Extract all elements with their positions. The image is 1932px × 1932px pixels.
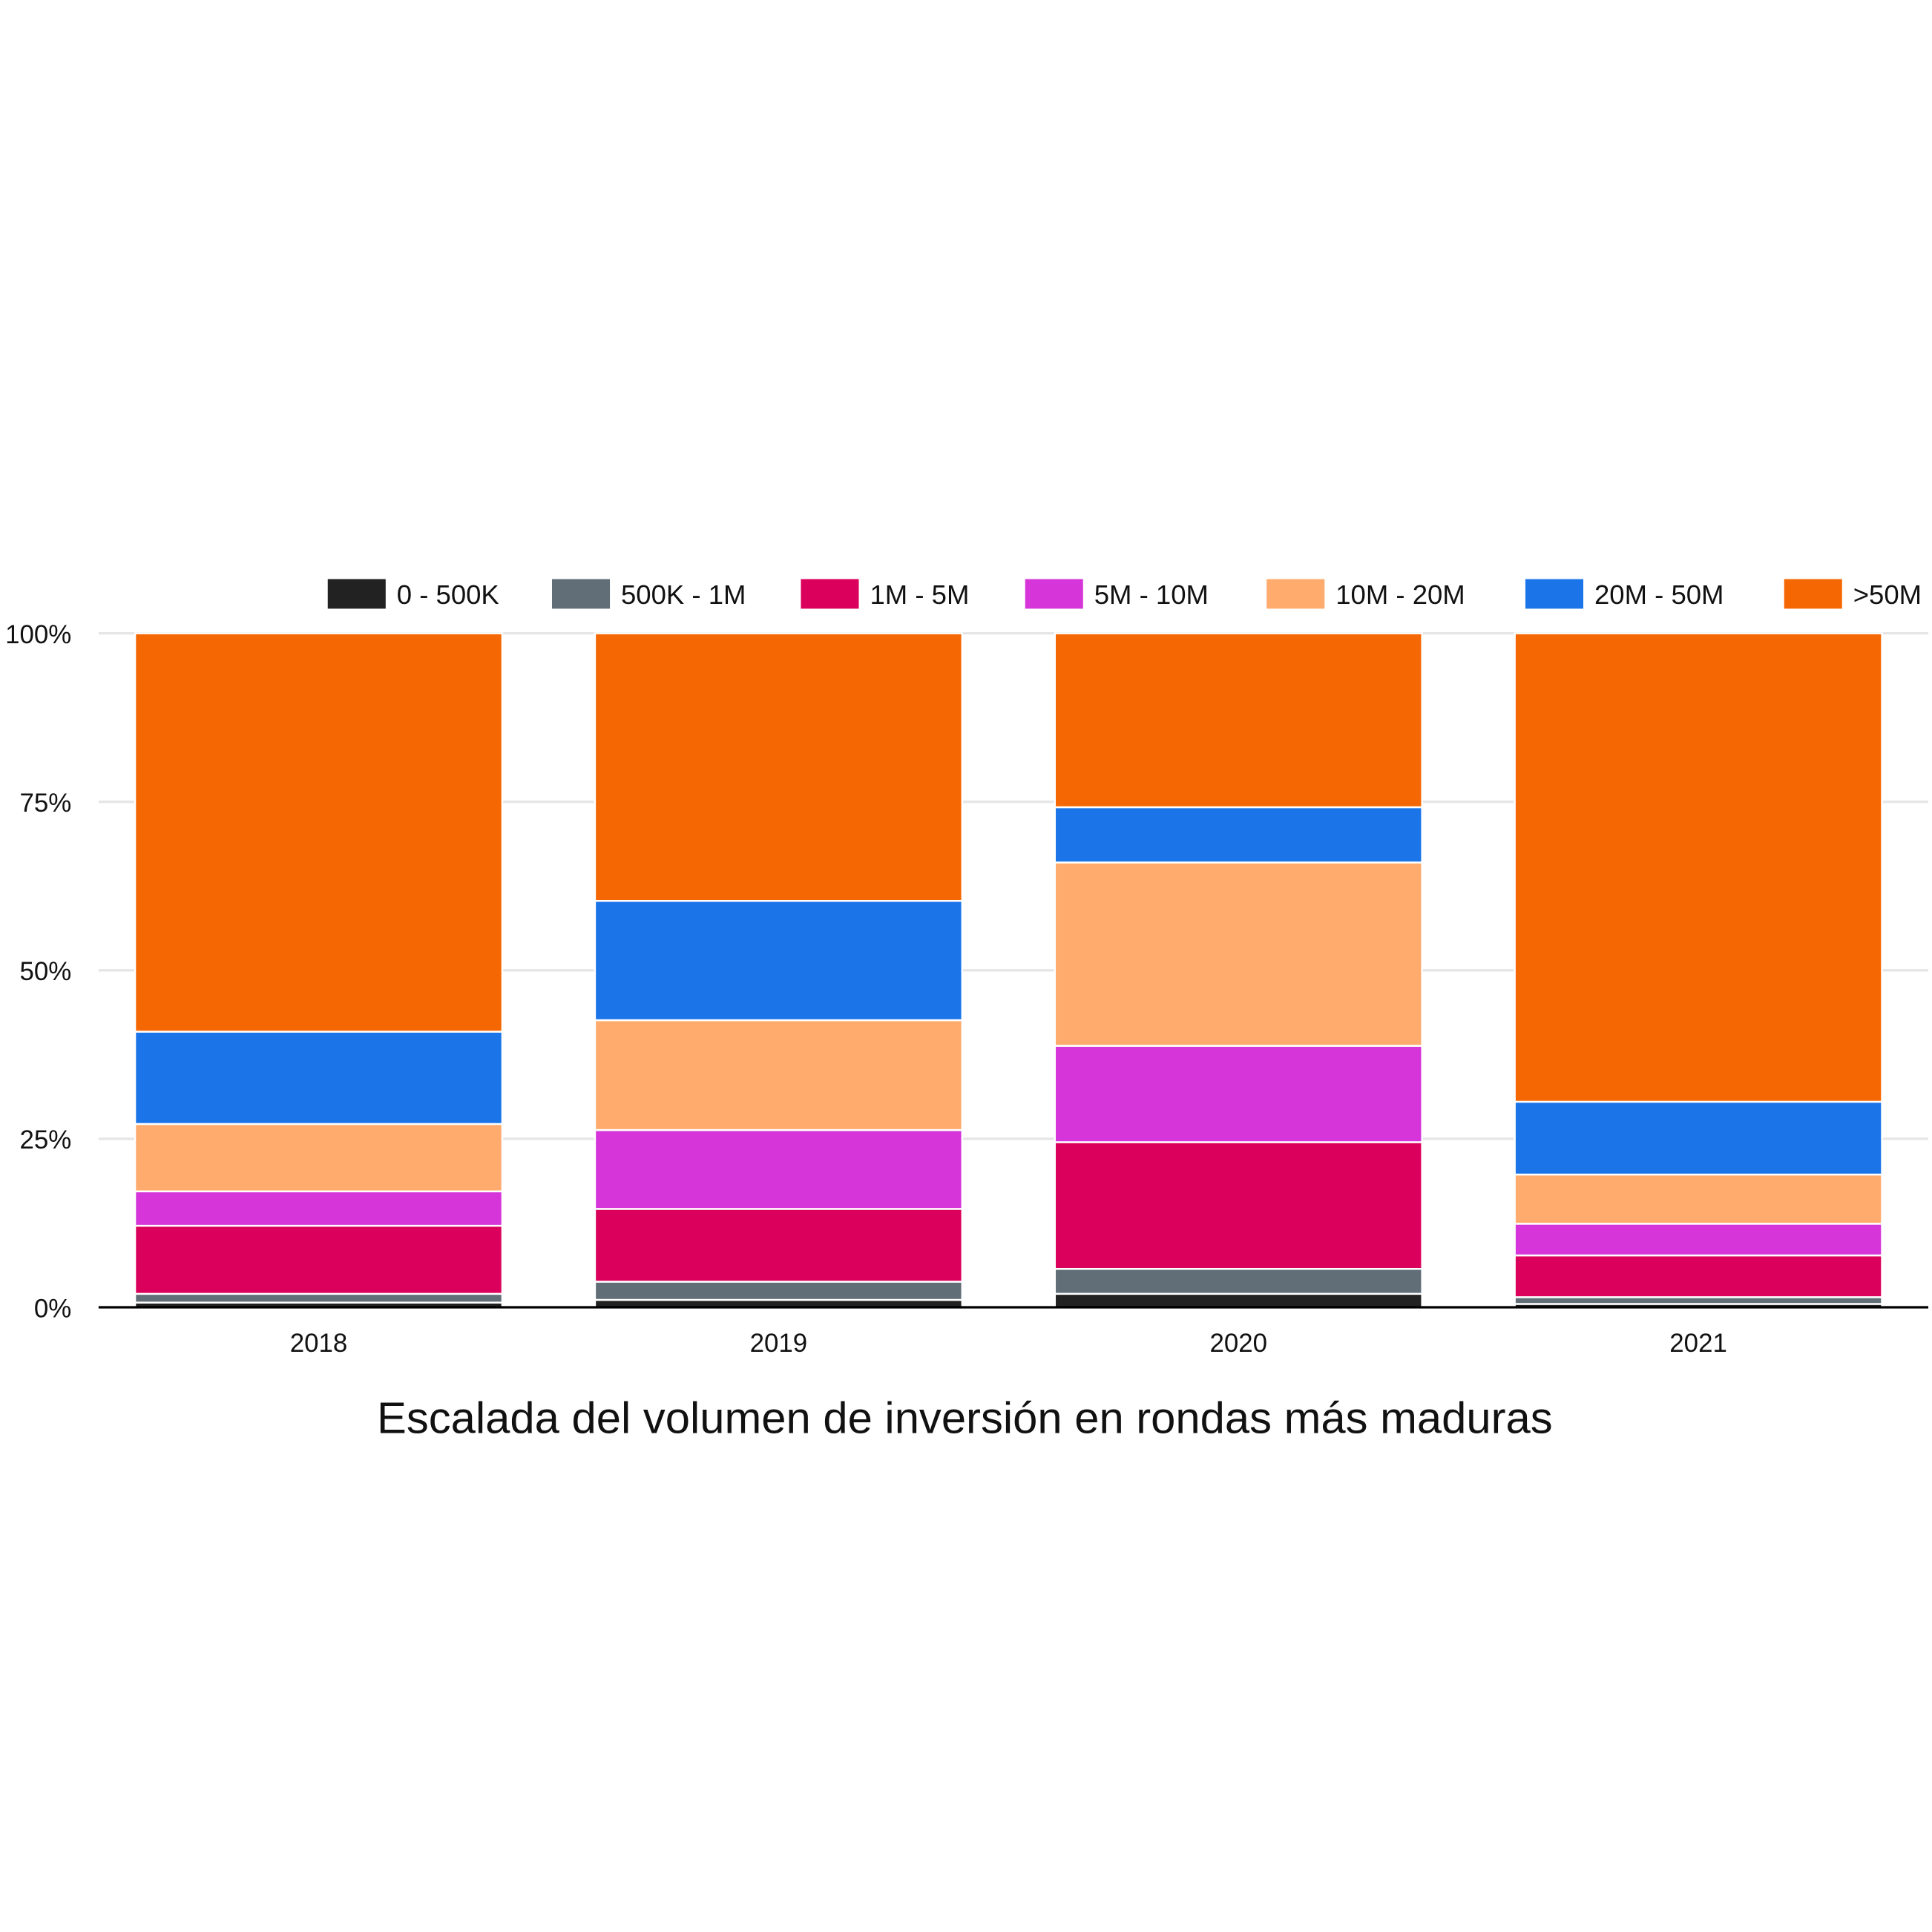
bar-segment (594, 1019, 964, 1131)
x-axis-ticks: 2018 2019 2020 2021 (290, 1329, 1727, 1358)
bar-segment (134, 632, 504, 1033)
legend-label: 500K - 1M (621, 579, 746, 610)
bar-segment (1514, 632, 1883, 1103)
legend-swatch (552, 579, 611, 609)
bar-segment (594, 900, 964, 1022)
bar-segment (1054, 806, 1423, 864)
legend-swatch (327, 579, 386, 609)
legend-item: 500K - 1M (552, 579, 746, 610)
y-tick-label: 50% (20, 957, 72, 986)
legend: 0 - 500K 500K - 1M 1M - 5M 5M - 10M 10M - 20… (327, 579, 1922, 610)
bar-segment (594, 1281, 964, 1301)
y-axis-ticks: 0% 25% 50% 75% 100% (5, 620, 71, 1323)
bar-segment (134, 1190, 504, 1227)
y-tick-label: 100% (5, 620, 71, 649)
bar-segment (1514, 1223, 1883, 1257)
bars (134, 632, 1883, 1309)
bar-segment (594, 1128, 964, 1210)
bar-segment (1514, 1100, 1883, 1176)
y-tick-label: 25% (20, 1126, 72, 1154)
legend-swatch (1525, 579, 1584, 609)
bar-segment (594, 1208, 964, 1283)
x-tick-label: 2019 (750, 1329, 808, 1358)
bar-segment (1054, 632, 1423, 809)
legend-label: 10M - 20M (1335, 579, 1465, 610)
x-tick-label: 2021 (1669, 1329, 1727, 1358)
bar-segment (1054, 1267, 1423, 1295)
bar-segment (1054, 861, 1423, 1047)
legend-item: 10M - 20M (1266, 579, 1465, 610)
y-tick-label: 75% (20, 789, 72, 818)
legend-item: 1M - 5M (801, 579, 969, 610)
bar-segment (134, 1292, 504, 1304)
bar-segment (1054, 1045, 1423, 1143)
bar-segment (1514, 1173, 1883, 1225)
bar-segment (134, 1123, 504, 1193)
legend-swatch (1266, 579, 1325, 609)
y-tick-label: 0% (34, 1294, 71, 1323)
bar-segment (1514, 1254, 1883, 1298)
legend-swatch (1025, 579, 1083, 609)
bar-segment (1514, 1296, 1883, 1305)
x-tick-label: 2018 (290, 1329, 348, 1358)
legend-swatch (801, 579, 859, 609)
legend-item: >50M (1784, 579, 1922, 610)
legend-label: 0 - 500K (397, 579, 499, 610)
legend-item: 20M - 50M (1525, 579, 1724, 610)
bar-segment (134, 1224, 504, 1295)
bar-segment (1054, 1292, 1423, 1309)
chart-title: Escalada del volumen de inversión en ron… (377, 1393, 1553, 1442)
legend-label: 5M - 10M (1094, 579, 1209, 610)
bar-segment (1054, 1141, 1423, 1270)
bar-segment (594, 632, 964, 902)
legend-label: >50M (1853, 579, 1922, 610)
legend-item: 5M - 10M (1025, 579, 1209, 610)
legend-label: 20M - 50M (1594, 579, 1724, 610)
x-tick-label: 2020 (1209, 1329, 1267, 1358)
bar-segment (134, 1031, 504, 1126)
legend-label: 1M - 5M (870, 579, 969, 610)
legend-swatch (1784, 579, 1842, 609)
legend-item: 0 - 500K (327, 579, 499, 610)
